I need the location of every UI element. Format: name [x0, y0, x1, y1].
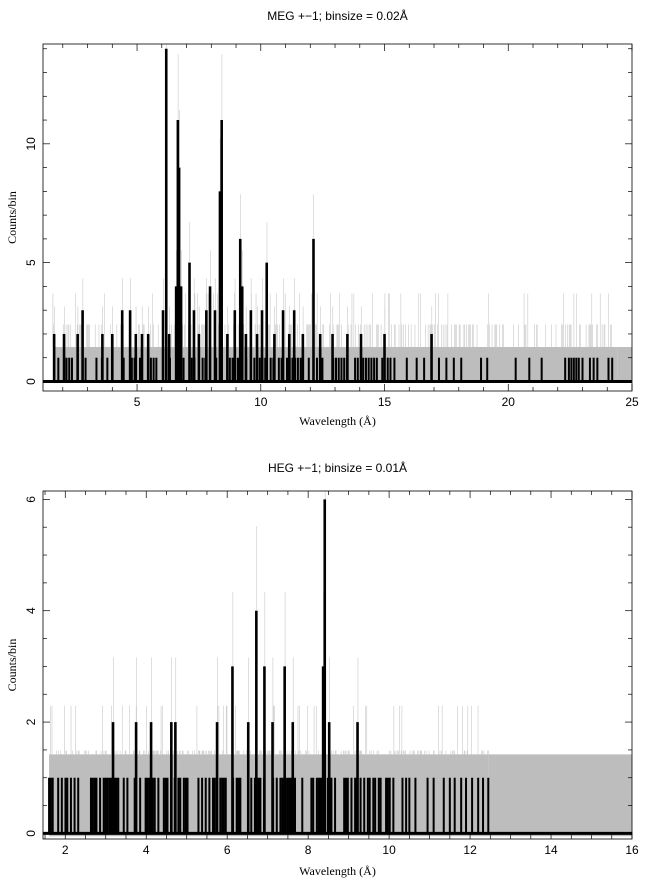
- heg-panel: 2 4 6 8 10 12 14 16 0 2 4 6 HEG +−1; binsize = 0.01Å…: [5, 460, 639, 878]
- x-tick-label: 6: [224, 843, 231, 857]
- error-spikes: [50, 491, 489, 755]
- x-tick-label: 12: [463, 843, 477, 857]
- error-band-ext: [617, 347, 632, 383]
- meg-panel: 5 10 15 20 25 0 5 10 MEG +−1; binsize = 0.02Å Wav…: [5, 8, 639, 428]
- plot-frame: [42, 490, 633, 840]
- x-tick-label: 14: [544, 843, 558, 857]
- x-axis-label: Wavelength (Å): [299, 414, 376, 428]
- y-tick-label: 4: [24, 607, 38, 614]
- error-band-ext: [488, 754, 632, 837]
- chart-title: HEG +−1; binsize = 0.01Å: [268, 460, 407, 475]
- count-bins: [52, 48, 614, 382]
- x-tick-label: 8: [305, 843, 312, 857]
- x-axis-label: Wavelength (Å): [299, 864, 376, 878]
- plot-area: [43, 44, 632, 383]
- x-tick-label: 4: [143, 843, 150, 857]
- x-tick-label: 25: [625, 395, 639, 409]
- y-axis: 0 5 10: [24, 48, 632, 385]
- error-spikes: [52, 44, 612, 348]
- y-tick-label: 0: [24, 830, 38, 837]
- y-tick-label: 2: [24, 718, 38, 725]
- y-axis-label: Counts/bin: [5, 191, 19, 244]
- x-tick-label: 10: [254, 395, 268, 409]
- y-tick-label: 6: [24, 496, 38, 503]
- x-tick-label: 20: [502, 395, 516, 409]
- plot-area: [43, 491, 632, 837]
- chart-title: MEG +−1; binsize = 0.02Å: [267, 8, 407, 23]
- y-axis: 0 2 4 6: [24, 496, 632, 837]
- x-tick-label: 10: [382, 843, 396, 857]
- plot-frame: [42, 43, 633, 392]
- x-tick-label: 5: [134, 395, 141, 409]
- y-tick-label: 0: [24, 378, 38, 385]
- x-axis: 5 10 15 20 25: [62, 44, 639, 409]
- y-tick-label: 10: [24, 137, 38, 151]
- count-bins: [48, 499, 490, 834]
- y-axis-label: Counts/bin: [5, 639, 19, 692]
- x-tick-label: 2: [62, 843, 69, 857]
- x-tick-label: 15: [378, 395, 392, 409]
- y-tick-label: 5: [24, 259, 38, 266]
- x-tick-label: 16: [625, 843, 639, 857]
- x-axis: 2 4 6 8 10 12 14 16: [44, 491, 639, 857]
